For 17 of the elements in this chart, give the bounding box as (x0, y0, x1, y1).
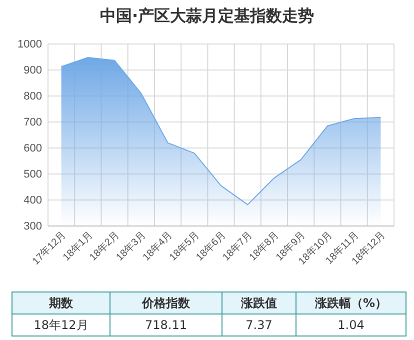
text: 期数 (48, 296, 74, 310)
text: 1.04 (338, 318, 364, 332)
y-tick-label: 400 (24, 194, 42, 207)
text: 价格指数 (141, 296, 191, 310)
y-tick-label: 500 (24, 168, 42, 181)
y-tick-label: 300 (24, 220, 42, 233)
text: 18年12月 (34, 318, 88, 332)
y-tick-label: 900 (24, 64, 42, 77)
chart-title: 中国·产区大蒜月定基指数走势 (100, 6, 314, 25)
y-tick-label: 1000 (18, 38, 42, 51)
y-tick-label: 700 (24, 116, 42, 129)
text: 7.37 (246, 318, 272, 332)
text: 涨跌幅（%） (314, 296, 388, 310)
text: 718.11 (145, 318, 187, 332)
y-tick-label: 600 (24, 142, 42, 155)
y-tick-label: 800 (24, 90, 42, 103)
text: 涨跌值 (240, 296, 277, 310)
